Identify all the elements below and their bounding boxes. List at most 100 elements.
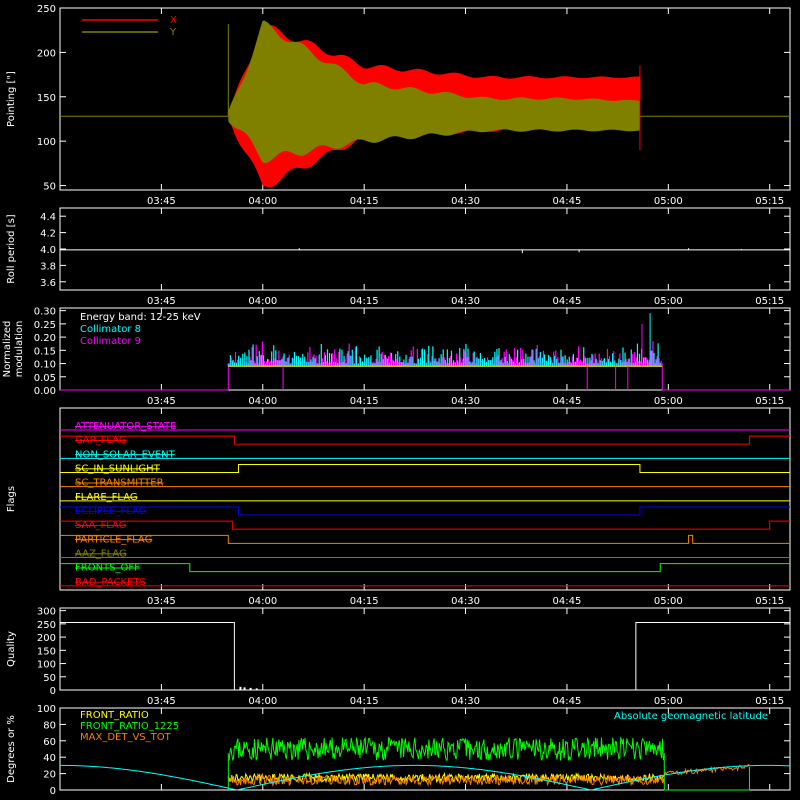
- x-tick-label: 04:45: [553, 396, 582, 407]
- x-tick-label: 04:15: [350, 296, 379, 307]
- y-tick-label: 0.20: [34, 333, 56, 344]
- y-tick-label: 4.0: [40, 245, 56, 256]
- y-tick-label: 50: [43, 182, 56, 193]
- x-tick-label: 04:00: [248, 596, 277, 607]
- y-tick-label: 0.05: [34, 373, 56, 384]
- x-tick-label: 03:45: [147, 296, 176, 307]
- flag-line-gap-flag: [60, 435, 790, 445]
- flag-label-flare-flag: FLARE_FLAG: [75, 492, 138, 503]
- x-tick-label: 05:00: [654, 596, 683, 607]
- panel-frame: [59, 407, 791, 591]
- y-axis-label: Roll period [s]: [6, 214, 17, 283]
- y-axis-label: Quality: [6, 631, 17, 667]
- x-tick-label: 04:30: [451, 296, 480, 307]
- y-tick-label: 60: [43, 737, 56, 748]
- legend-label-collimator-9: Collimator 9: [80, 336, 141, 347]
- x-tick-label: 04:00: [248, 296, 277, 307]
- flag-label-aaz-flag: AAZ_FLAG: [75, 549, 127, 560]
- y-tick-label: 20: [43, 770, 56, 781]
- y-tick-label: 0.10: [34, 360, 56, 371]
- x-tick-label: 04:00: [248, 396, 277, 407]
- x-tick-label: 03:45: [147, 196, 176, 207]
- y-tick-label: 0.00: [34, 386, 56, 397]
- y-tick-label: 40: [43, 753, 56, 764]
- x-tick-label: 04:00: [248, 196, 277, 207]
- flag-label-sc-transmitter: SC_TRANSMITTER: [75, 478, 164, 489]
- y-tick-label: 4.4: [40, 212, 56, 223]
- x-tick-label: 05:00: [654, 196, 683, 207]
- x-tick-label: 05:15: [755, 396, 784, 407]
- x-tick-label: 04:45: [553, 696, 582, 707]
- flag-line-fronts-off: [60, 563, 790, 573]
- y-tick-label: 3.6: [40, 278, 56, 289]
- y-tick-label: 100: [37, 660, 56, 671]
- legend-label-collimator-8: Collimator 8: [80, 324, 141, 335]
- y-tick-label: 0: [50, 786, 56, 797]
- geomagnetic-latitude-label: Absolute geomagnetic latitude: [614, 711, 768, 722]
- x-tick-label: 04:30: [451, 396, 480, 407]
- y-tick-label: 150: [37, 646, 56, 657]
- x-tick-label: 03:45: [147, 396, 176, 407]
- flag-line-sc-in-sunlight: [60, 464, 790, 473]
- x-tick-label: 04:30: [451, 696, 480, 707]
- x-tick-label: 05:15: [755, 596, 784, 607]
- y-axis-label: Degrees or %: [6, 715, 17, 783]
- y-tick-label: 200: [37, 633, 56, 644]
- geomagnetic-latitude-line: [60, 764, 791, 791]
- x-tick-label: 05:15: [755, 196, 784, 207]
- y-tick-label: 0.30: [34, 307, 56, 318]
- flag-line-particle-flag: [60, 534, 790, 544]
- y-tick-label: 3.8: [40, 261, 56, 272]
- flag-label-non-solar-event: NON_SOLAR_EVENT: [75, 449, 176, 460]
- legend-label-front-ratio: FRONT_RATIO: [80, 710, 149, 721]
- x-tick-label: 04:45: [553, 596, 582, 607]
- x-tick-label: 04:30: [451, 596, 480, 607]
- energy-band-annotation: Energy band: 12-25 keV: [80, 312, 201, 323]
- panel-frame: [59, 7, 791, 191]
- ratio-edge: [663, 753, 750, 791]
- legend-label-front-ratio-1225: FRONT_RATIO_1225: [80, 721, 179, 732]
- panel-frame: [59, 307, 791, 391]
- legend-label-max-det-vs-tot: MAX_DET_VS_TOT: [80, 732, 172, 743]
- x-tick-label: 03:45: [147, 696, 176, 707]
- x-tick-label: 04:15: [350, 696, 379, 707]
- y-tick-label: 50: [43, 673, 56, 684]
- flag-label-saa-flag: SAA_FLAG: [75, 520, 126, 531]
- y-tick-label: 300: [37, 607, 56, 618]
- legend-label-y: Y: [169, 27, 177, 38]
- y-tick-label: 150: [37, 93, 56, 104]
- y-tick-label: 250: [37, 4, 56, 15]
- x-tick-label: 03:45: [147, 596, 176, 607]
- ratio-series-front-ratio-1225: [228, 736, 665, 762]
- x-tick-label: 04:45: [553, 196, 582, 207]
- y-axis-label: modulation: [14, 321, 25, 378]
- y-tick-label: 100: [37, 137, 56, 148]
- x-tick-label: 04:30: [451, 196, 480, 207]
- ratio-series-max-det-vs-tot: [227, 773, 665, 787]
- y-tick-label: 0.25: [34, 320, 56, 331]
- x-tick-label: 04:15: [350, 396, 379, 407]
- x-tick-label: 05:00: [654, 696, 683, 707]
- flag-label-gap-flag: GAP_FLAG: [75, 435, 127, 446]
- flag-label-attenuator-state: ATTENUATOR_STATE: [75, 421, 176, 432]
- flag-label-sc-in-sunlight: SC_IN_SUNLIGHT: [75, 464, 161, 475]
- x-tick-label: 04:15: [350, 196, 379, 207]
- y-tick-label: 0: [50, 686, 56, 697]
- flag-line-eclipse-flag: [60, 506, 790, 516]
- flag-label-bad-packets: BAD_PACKETS: [75, 577, 146, 588]
- panel-frame: [59, 707, 791, 791]
- y-tick-label: 250: [37, 620, 56, 631]
- quality-line: [60, 622, 790, 691]
- panel-frame: [59, 207, 791, 291]
- flag-label-particle-flag: PARTICLE_FLAG: [75, 534, 152, 545]
- x-tick-label: 05:15: [755, 296, 784, 307]
- y-tick-label: 80: [43, 720, 56, 731]
- y-tick-label: 100: [37, 704, 56, 715]
- x-tick-label: 04:00: [248, 696, 277, 707]
- flag-line-saa-flag: [60, 520, 790, 530]
- x-tick-label: 04:15: [350, 596, 379, 607]
- y-tick-label: 4.2: [40, 229, 56, 240]
- x-tick-label: 05:00: [654, 296, 683, 307]
- flag-label-eclipse-flag: ECLIPSE_FLAG: [75, 506, 146, 517]
